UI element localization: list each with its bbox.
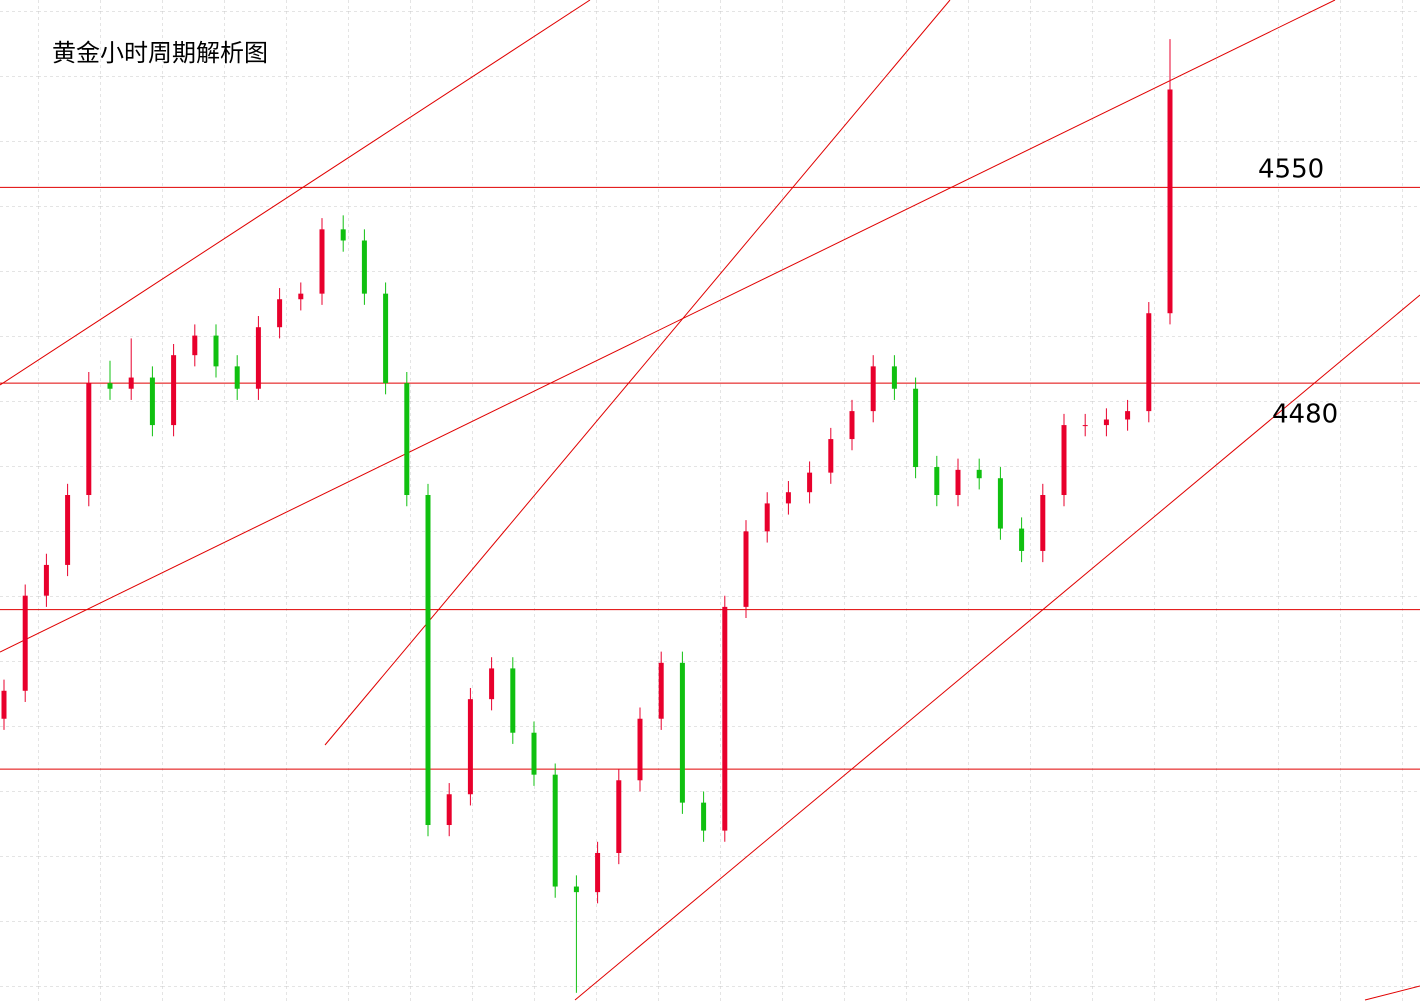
candle-body [43,564,49,596]
candle-body [128,377,134,389]
candle-body [743,531,749,607]
candle-body [383,293,389,384]
candle-body [531,732,537,775]
candle-body [595,852,601,893]
candle-body [22,595,28,691]
candle-body [891,366,897,389]
candle-body [616,780,622,853]
candle-body [1040,495,1046,551]
candle-body [489,668,495,700]
candle-body [552,774,558,887]
candle-body [573,886,579,893]
candle-body [1019,528,1025,551]
candle-body [637,718,643,781]
candle-body [701,802,707,831]
candle-body [722,606,728,831]
candle-body [997,478,1003,529]
candle-body [171,355,177,426]
candle-body [361,240,367,294]
candle-body [679,662,685,803]
candle-body [658,662,664,719]
candle-body [255,327,261,389]
candle-body [107,383,113,389]
candle-body [870,366,876,412]
candle-body [1146,313,1152,412]
candle-body [1125,411,1131,420]
candle-body [1103,419,1109,426]
candle-body [467,699,473,795]
candle-body [86,383,92,496]
candle-body [319,229,325,294]
candle-body [1061,425,1067,496]
chart-title: 黄金小时周期解析图 [52,39,268,67]
candle-body [192,335,198,356]
candle-body [1167,89,1173,314]
channel-line [574,294,1420,1001]
candle-body [913,388,919,468]
candle-body [828,439,834,473]
level-label: 4550 [1258,155,1324,185]
candle-body [298,293,304,300]
channel-line [1364,985,1420,1001]
candle-body [277,299,283,328]
candle-body [65,495,71,565]
candle-body [340,229,346,241]
candle-body [934,467,940,496]
candle-body [446,794,452,826]
candle-body [425,495,431,826]
candle-body [764,503,770,532]
candle-body [1082,425,1088,427]
candle-body [234,366,240,389]
channel-line [0,0,1336,653]
channel-line [0,0,591,386]
candle-body [1,690,7,719]
candle-body [849,411,855,440]
candle-body [213,335,219,367]
candle-body [976,469,982,479]
candle-body [785,492,791,504]
candle-body [149,377,155,426]
candle-body [955,469,961,496]
level-label: 4480 [1272,400,1338,430]
candle-body [510,668,516,733]
candle-body [404,383,410,496]
candle-body [807,472,813,493]
